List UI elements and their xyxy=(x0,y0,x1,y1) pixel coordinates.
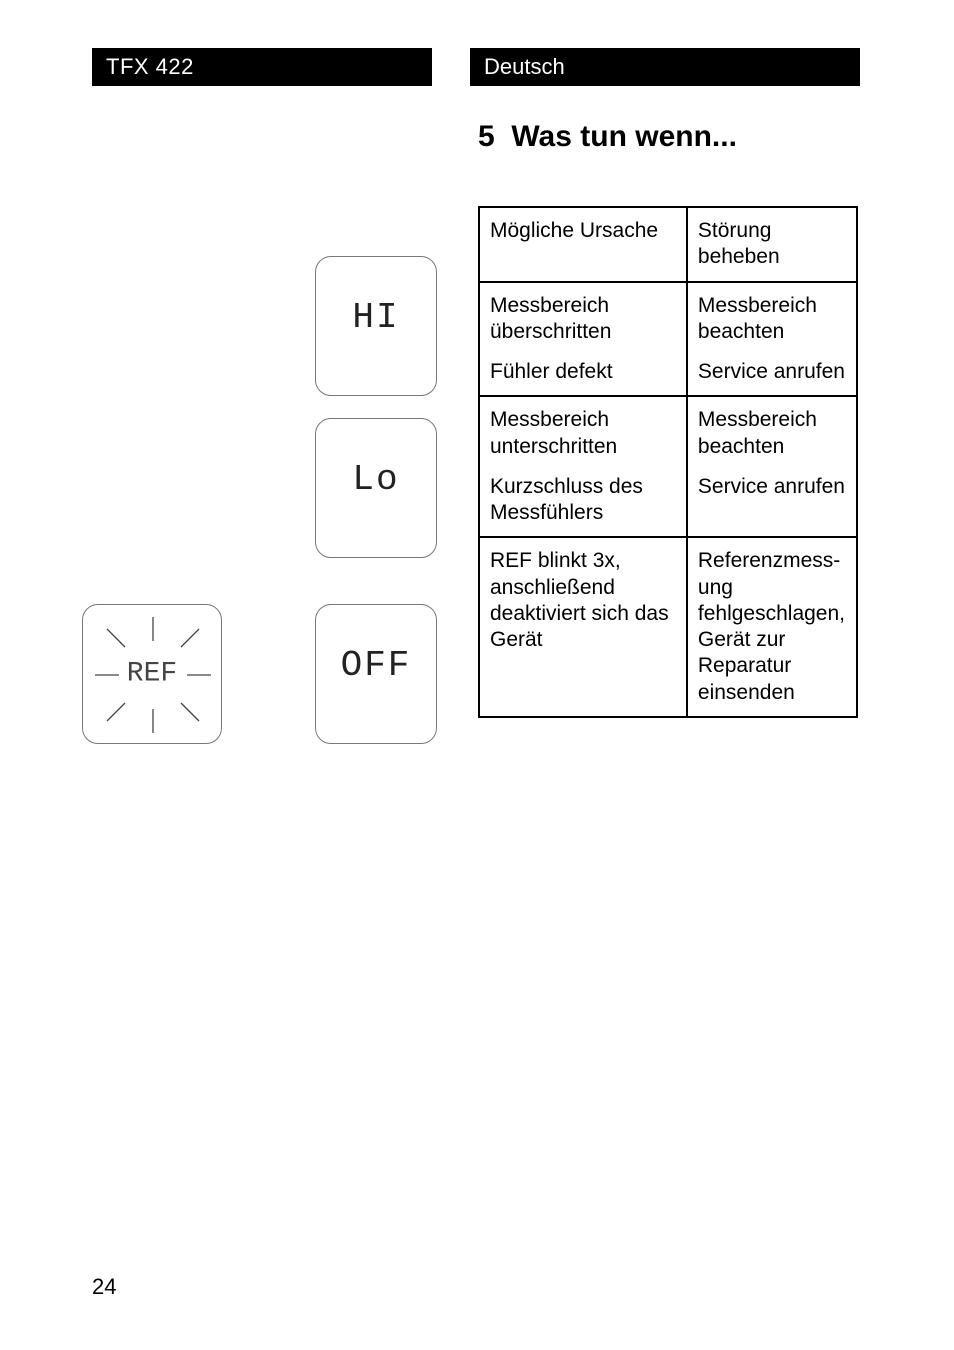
header-bar: TFX 422 Deutsch xyxy=(92,48,860,86)
page-number: 24 xyxy=(92,1274,116,1300)
cell-remedy: Messbereich beachten Service anrufen xyxy=(687,396,857,537)
table-row: Messbereich unterschritten Kurzschluss d… xyxy=(479,396,857,537)
cell-remedy: Referenzmess-ung fehlgeschlagen, Gerät z… xyxy=(687,537,857,717)
cell-cause: REF blinkt 3x, anschließend deaktiviert … xyxy=(479,537,687,717)
section-heading: Was tun wenn... xyxy=(511,120,737,153)
display-hi-text: HI xyxy=(316,297,436,338)
remedy-text: Messbereich beachten xyxy=(698,293,846,346)
th-cause: Mögliche Ursache xyxy=(479,207,687,282)
th-remedy: Störung beheben xyxy=(687,207,857,282)
display-lo: Lo xyxy=(315,418,437,558)
display-hi: HI xyxy=(315,256,437,396)
table-row: REF blinkt 3x, anschließend deaktiviert … xyxy=(479,537,857,717)
section-title: 5 Was tun wenn... xyxy=(478,120,737,154)
table-row: Messbereich überschritten Fühler defekt … xyxy=(479,282,857,397)
remedy-text: Service anrufen xyxy=(698,359,846,385)
header-model: TFX 422 xyxy=(92,48,432,86)
header-gap xyxy=(432,48,470,86)
display-off-text: OFF xyxy=(316,645,436,686)
display-lo-text: Lo xyxy=(316,459,436,500)
cell-remedy: Messbereich beachten Service anrufen xyxy=(687,282,857,397)
section-number: 5 xyxy=(478,120,495,153)
remedy-text: Service anrufen xyxy=(698,474,846,500)
header-language: Deutsch xyxy=(470,48,860,86)
cause-text: REF blinkt 3x, anschließend deaktiviert … xyxy=(490,548,676,653)
display-ref: REF xyxy=(82,604,222,744)
cell-cause: Messbereich unterschritten Kurzschluss d… xyxy=(479,396,687,537)
remedy-text: Referenzmess-ung fehlgeschlagen, Gerät z… xyxy=(698,548,846,706)
table-header-row: Mögliche Ursache Störung beheben xyxy=(479,207,857,282)
cause-text: Kurzschluss des Messfühlers xyxy=(490,474,676,527)
display-off: OFF xyxy=(315,604,437,744)
cause-text: Messbereich unterschritten xyxy=(490,407,676,460)
troubleshoot-table: Mögliche Ursache Störung beheben Messber… xyxy=(478,206,858,718)
cause-text: Messbereich überschritten xyxy=(490,293,676,346)
cell-cause: Messbereich überschritten Fühler defekt xyxy=(479,282,687,397)
remedy-text: Messbereich beachten xyxy=(698,407,846,460)
cause-text: Fühler defekt xyxy=(490,359,676,385)
display-ref-text: REF xyxy=(127,659,177,690)
